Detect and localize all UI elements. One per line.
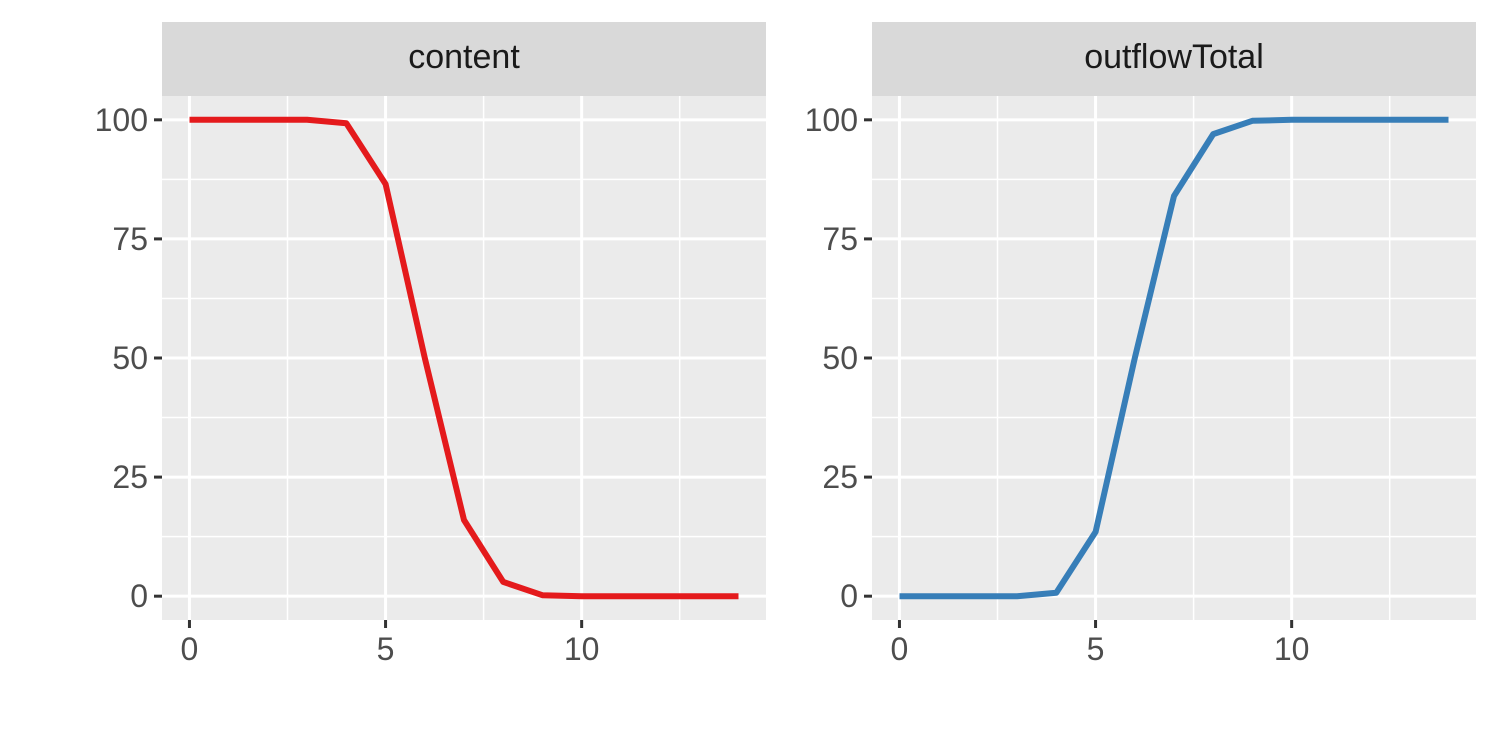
y-tick-label: 25 [822, 459, 858, 495]
y-tick-label: 25 [112, 459, 148, 495]
strip-background-content [162, 22, 766, 96]
y-tick-label: 50 [822, 340, 858, 376]
series-content [189, 116, 739, 600]
series-outflowtotal [899, 116, 1449, 600]
x-tick-label: 5 [377, 631, 395, 667]
y-tick-label: 0 [130, 578, 148, 614]
x-tick-label: 0 [181, 631, 199, 667]
strip-background-outflowtotal [872, 22, 1476, 96]
strip-label-outflowtotal: outflowTotal [1084, 38, 1264, 76]
y-tick-label: 50 [112, 340, 148, 376]
y-tick-label: 75 [822, 221, 858, 257]
y-tick-label: 0 [840, 578, 858, 614]
axis-ticks-content: 0 25 50 75 100 0 5 10 [95, 102, 600, 667]
strip-label-content: content [408, 38, 520, 76]
panel-outflowtotal: outflowTotal 0 25 50 75 100 0 5 10 [805, 22, 1476, 667]
x-tick-label: 0 [891, 631, 909, 667]
axis-ticks-outflowtotal: 0 25 50 75 100 0 5 10 [805, 102, 1310, 667]
y-tick-label: 100 [805, 102, 858, 138]
series-line-outflowtotal [899, 116, 1449, 600]
panel-content: content 0 25 50 75 100 0 5 10 [95, 22, 766, 667]
x-tick-label: 5 [1087, 631, 1105, 667]
y-tick-label: 75 [112, 221, 148, 257]
series-line-content [189, 116, 739, 600]
x-tick-label: 10 [1274, 631, 1310, 667]
x-tick-label: 10 [564, 631, 600, 667]
y-tick-label: 100 [95, 102, 148, 138]
